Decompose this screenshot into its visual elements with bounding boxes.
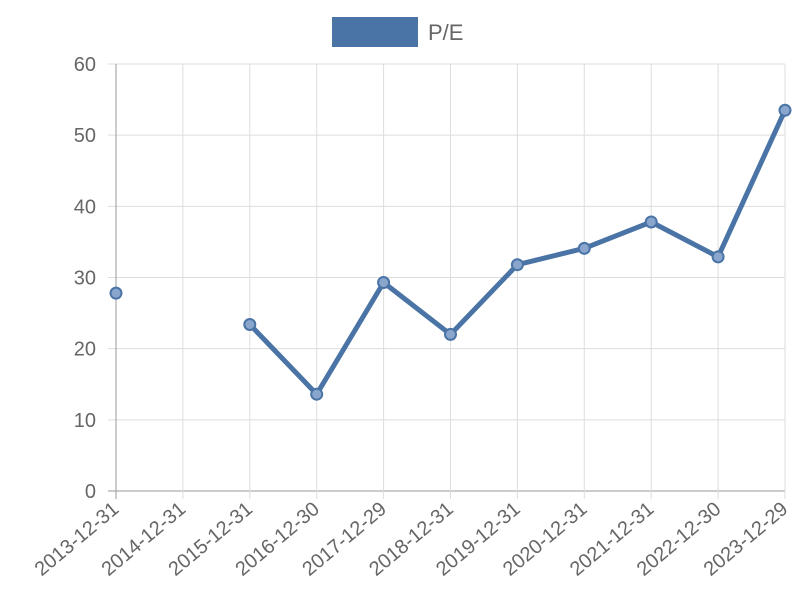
axis-layer: 01020304050602013-12-312014-12-312015-12… [31,54,793,581]
data-point [510,258,524,272]
data-point [778,103,792,117]
y-tick-label: 30 [74,268,96,290]
data-point [310,387,324,401]
series-layer [109,103,792,401]
data-point [644,215,658,229]
data-point [444,327,457,341]
y-tick-label: 10 [74,410,96,432]
legend-swatch [332,17,418,47]
data-point [711,250,725,264]
y-tick-label: 40 [74,196,96,218]
y-tick-label: 20 [74,339,96,361]
legend-label: P/E [428,20,463,45]
grid-layer [108,63,786,499]
data-point [377,275,391,289]
data-point [577,241,591,255]
y-tick-label: 60 [74,54,96,76]
data-point [243,317,257,331]
data-point [109,286,123,300]
y-tick-label: 0 [85,481,96,503]
legend[interactable]: P/E [332,17,463,47]
y-tick-label: 50 [74,125,96,147]
